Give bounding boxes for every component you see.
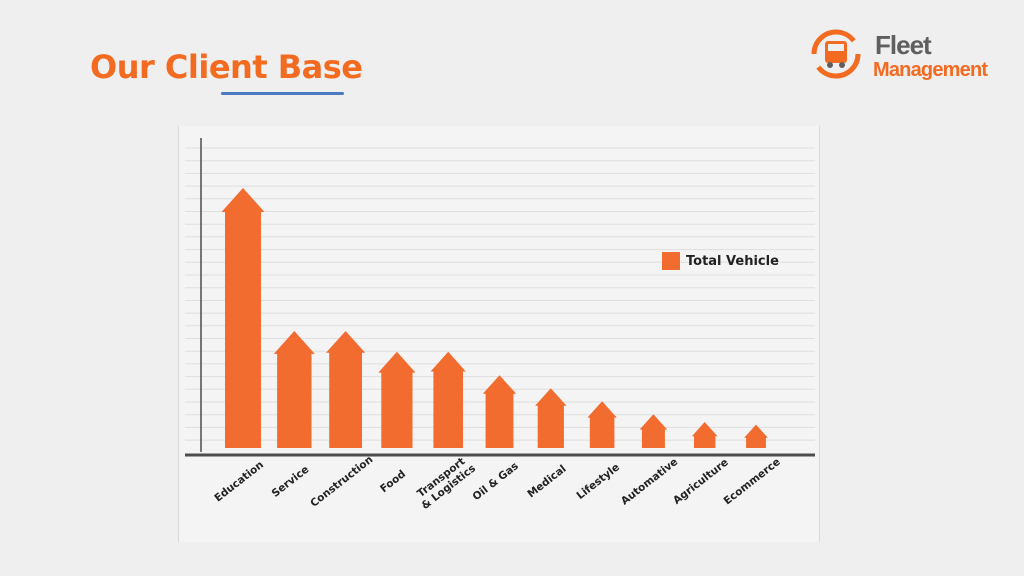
category-label-line: Medical [525,463,568,501]
bar-3 [378,351,416,448]
category-label-3: Food [378,468,408,495]
category-label-8: Automative [619,456,680,508]
category-label-4: Transport& Logistics [412,453,478,512]
bar-6 [535,388,567,448]
category-label-7: Lifestyle [575,461,622,502]
category-label-10: Ecommerce [722,456,783,507]
page-title: Our Client Base [90,48,363,86]
bar-2 [326,331,366,448]
bar-9 [691,422,718,448]
chart-legend: Total Vehicle [662,252,779,270]
chart-panel: Education Service Construction Food Transpor… [178,126,820,542]
category-label-line: Construction [308,454,375,510]
category-label-0: Education [212,459,266,505]
bar-4 [430,351,466,448]
category-label-1: Service [270,463,312,499]
bar-0 [221,188,265,448]
legend-label: Total Vehicle [686,253,779,269]
category-label-line: Oil & Gas [470,460,520,503]
truck-recycle-icon [811,29,861,79]
logo-text-management: Management [873,59,988,81]
bar-10 [744,424,768,448]
bar-1 [273,331,315,448]
category-label-line: Education [212,459,266,505]
category-label-line: Lifestyle [575,461,622,502]
category-label-line: Ecommerce [722,456,783,507]
category-label-line: Food [378,468,408,495]
category-label-line: Automative [619,456,680,508]
bar-8 [639,414,668,448]
logo-text-fleet: Fleet [875,30,932,60]
bar-5 [482,375,517,448]
title-underline [221,92,344,95]
category-label-6: Medical [525,463,568,501]
category-label-5: Oil & Gas [470,460,520,503]
bar-7 [587,401,617,448]
category-label-line: Service [270,463,312,499]
category-label-2: Construction [308,454,375,510]
legend-swatch [662,252,680,270]
